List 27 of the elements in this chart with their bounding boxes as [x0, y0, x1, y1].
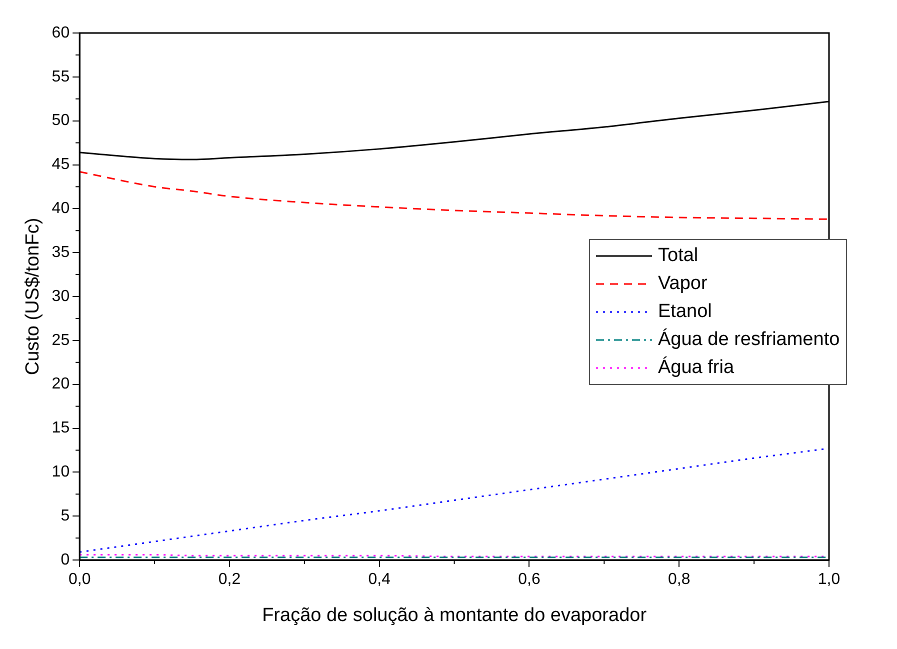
y-tick-label: 30: [52, 288, 70, 305]
y-tick-label: 45: [52, 156, 70, 174]
legend-label: Água de resfriamento: [658, 328, 840, 351]
y-tick-label: 40: [52, 200, 70, 218]
x-tick-label: 0,0: [68, 571, 91, 588]
y-tick-label: 50: [52, 112, 70, 130]
x-tick-label: 0,8: [668, 571, 690, 588]
legend-label: Água fria: [658, 356, 734, 379]
y-tick-label: 20: [52, 376, 70, 393]
y-tick-label: 60: [52, 24, 70, 42]
y-tick-label: 10: [52, 464, 70, 481]
legend-label: Etanol: [658, 300, 712, 323]
y-tick-label: 35: [52, 244, 70, 261]
y-axis-title: Custo (US$/tonFc): [22, 218, 44, 376]
y-tick-label: 55: [52, 68, 70, 86]
line-series: [80, 171, 829, 220]
x-tick-label: 0,4: [368, 571, 391, 588]
x-tick-label: 1,0: [818, 571, 840, 588]
legend-label: Vapor: [658, 272, 708, 295]
y-tick-label: 15: [52, 420, 70, 437]
y-tick-label: 25: [52, 332, 70, 349]
x-tick-label: 0,6: [518, 571, 540, 588]
y-tick-label: 5: [60, 507, 70, 524]
x-axis-title: Fração de solução à montante do evaporador: [262, 604, 648, 626]
x-tick-label: 0,2: [218, 571, 241, 588]
legend-label: Total: [658, 244, 698, 267]
y-tick-label: 0: [60, 551, 70, 568]
